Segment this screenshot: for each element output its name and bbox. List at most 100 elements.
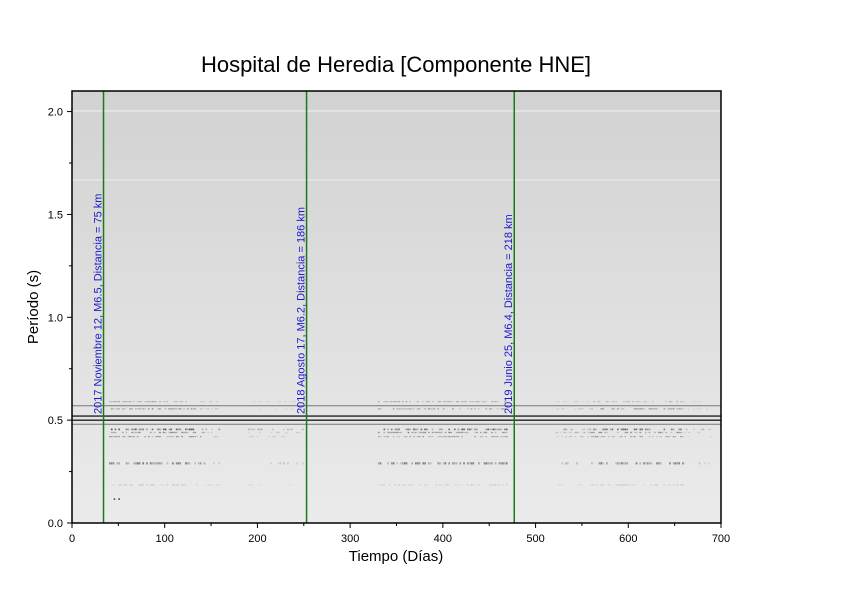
energy-mark <box>166 401 169 403</box>
x-tick-label: 200 <box>248 533 266 545</box>
energy-mark <box>448 401 451 403</box>
energy-mark <box>492 401 495 403</box>
energy-mark <box>492 428 495 431</box>
energy-mark <box>600 484 603 486</box>
energy-mark <box>181 401 184 403</box>
energy-mark <box>563 401 565 403</box>
energy-mark <box>578 408 580 410</box>
energy-mark <box>201 408 204 410</box>
energy-mark <box>185 484 187 486</box>
energy-mark <box>583 428 586 431</box>
energy-mark <box>466 428 469 431</box>
energy-mark <box>570 436 573 438</box>
energy-mark <box>118 498 120 500</box>
energy-mark <box>555 401 558 403</box>
energy-mark <box>173 408 176 410</box>
energy-mark <box>159 431 161 434</box>
energy-mark <box>624 436 627 438</box>
energy-mark <box>409 428 412 431</box>
faint-period-lines <box>72 110 721 181</box>
energy-mark <box>166 462 169 465</box>
energy-mark <box>470 484 473 486</box>
energy-mark <box>138 431 141 434</box>
energy-mark <box>498 484 501 486</box>
energy-mark <box>415 428 417 431</box>
energy-mark <box>698 408 701 410</box>
energy-mark <box>665 401 667 403</box>
energy-mark <box>706 484 708 486</box>
energy-mark <box>170 436 172 438</box>
energy-mark <box>607 436 610 438</box>
chart-title: Hospital de Heredia [Componente HNE] <box>201 52 591 77</box>
energy-mark <box>439 431 441 434</box>
energy-mark <box>656 484 658 486</box>
energy-mark <box>565 436 567 438</box>
energy-mark <box>194 436 196 438</box>
energy-mark <box>149 401 152 403</box>
energy-mark <box>416 408 419 410</box>
energy-mark <box>494 428 497 431</box>
energy-mark <box>218 484 221 486</box>
energy-mark <box>179 428 182 431</box>
energy-mark <box>277 462 280 465</box>
energy-mark <box>212 462 215 465</box>
energy-mark <box>426 401 428 403</box>
energy-mark <box>212 484 215 486</box>
energy-mark <box>574 408 577 410</box>
energy-mark <box>561 484 564 486</box>
energy-mark <box>633 431 636 434</box>
energy-mark <box>172 408 174 410</box>
energy-mark <box>377 462 380 465</box>
energy-mark <box>695 401 697 403</box>
energy-mark <box>646 428 649 431</box>
energy-mark <box>624 428 627 431</box>
energy-mark <box>424 484 426 486</box>
energy-mark <box>617 462 619 465</box>
energy-mark <box>418 408 421 410</box>
energy-mark <box>631 436 634 438</box>
energy-mark <box>407 484 410 486</box>
energy-mark <box>168 408 171 410</box>
energy-mark <box>455 484 458 486</box>
energy-mark <box>409 436 412 438</box>
energy-mark <box>476 401 478 403</box>
energy-mark <box>127 428 130 431</box>
energy-mark <box>433 408 436 410</box>
energy-mark <box>483 431 486 434</box>
x-tick-label: 500 <box>526 533 544 545</box>
energy-mark <box>587 431 590 434</box>
energy-mark <box>194 431 196 434</box>
energy-mark <box>491 428 493 431</box>
energy-mark <box>676 484 679 486</box>
energy-mark <box>570 431 573 434</box>
energy-mark <box>485 462 488 465</box>
energy-mark <box>402 408 404 410</box>
energy-mark <box>439 401 441 403</box>
energy-mark <box>643 484 645 486</box>
energy-mark <box>606 401 608 403</box>
energy-mark <box>581 401 584 403</box>
energy-mark <box>131 484 133 486</box>
energy-mark <box>209 401 211 403</box>
energy-mark <box>613 408 616 410</box>
energy-mark <box>387 436 389 438</box>
energy-mark <box>620 484 623 486</box>
energy-mark <box>110 401 113 403</box>
energy-mark <box>682 436 684 438</box>
energy-mark <box>478 408 480 410</box>
energy-mark <box>685 428 688 431</box>
energy-mark <box>151 462 154 465</box>
energy-mark <box>498 462 501 465</box>
energy-mark <box>502 408 504 410</box>
energy-mark <box>405 436 408 438</box>
energy-mark <box>609 484 612 486</box>
energy-mark <box>446 401 449 403</box>
energy-mark <box>170 408 172 410</box>
energy-mark <box>248 436 250 438</box>
energy-mark <box>504 408 506 410</box>
energy-mark <box>474 428 476 431</box>
energy-mark <box>446 436 449 438</box>
energy-mark <box>155 462 158 465</box>
energy-mark <box>283 436 285 438</box>
energy-mark <box>491 436 493 438</box>
